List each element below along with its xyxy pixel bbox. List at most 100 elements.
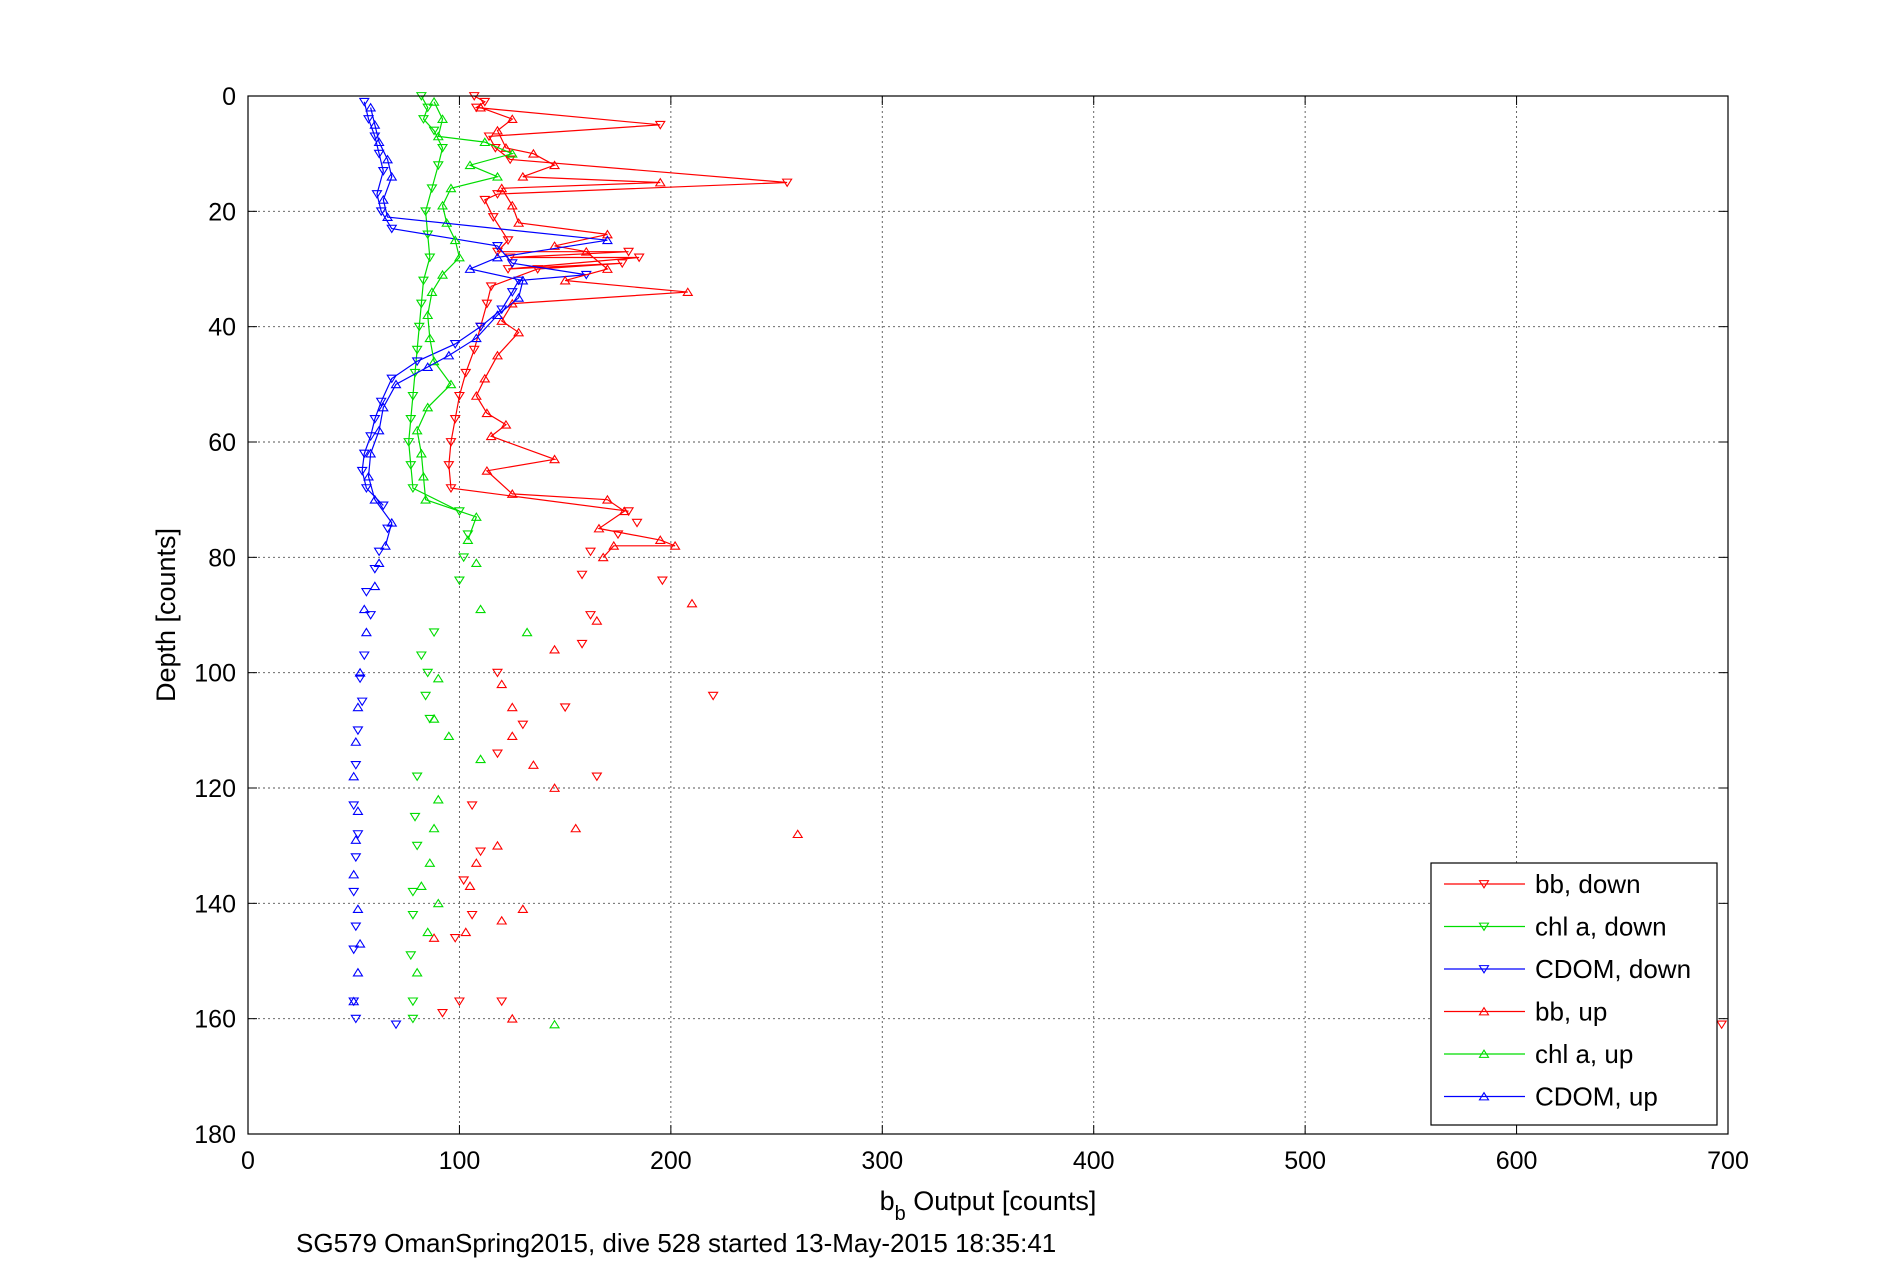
- data-point: [506, 1013, 518, 1023]
- data-point: [365, 432, 377, 442]
- data-point: [373, 149, 385, 159]
- data-point: [479, 97, 491, 107]
- data-point: [601, 229, 613, 239]
- data-point: [549, 241, 561, 250]
- data-point: [437, 269, 449, 279]
- series-line: [475, 106, 688, 558]
- data-point: [591, 615, 603, 625]
- data-point: [371, 190, 383, 199]
- data-point: [358, 604, 370, 614]
- data-point: [549, 160, 561, 170]
- y-tick-label: 40: [208, 314, 236, 342]
- data-point: [350, 922, 362, 932]
- data-point: [466, 910, 478, 920]
- data-point: [491, 125, 503, 135]
- data-point: [428, 933, 440, 942]
- series-layer: [348, 92, 1728, 1030]
- x-tick-label: 500: [1284, 1147, 1326, 1175]
- data-point: [475, 604, 487, 614]
- data-point: [356, 466, 368, 476]
- data-point: [513, 218, 525, 227]
- data-point: [580, 246, 592, 256]
- data-point: [618, 506, 630, 516]
- x-tick-label: 0: [241, 1147, 255, 1175]
- data-point: [365, 448, 377, 458]
- data-point: [527, 148, 539, 158]
- x-tick-label: 400: [1073, 1147, 1115, 1175]
- data-point: [432, 898, 444, 908]
- data-point: [424, 333, 436, 343]
- data-point: [475, 102, 487, 112]
- data-point: [369, 132, 381, 142]
- data-point: [464, 160, 476, 170]
- data-point: [506, 489, 518, 498]
- data-point: [350, 853, 362, 863]
- data-point: [420, 207, 432, 217]
- data-point: [443, 350, 455, 360]
- data-point: [409, 812, 421, 822]
- data-point: [373, 558, 385, 568]
- data-point: [350, 1014, 362, 1024]
- data-point: [417, 115, 429, 124]
- data-point: [437, 200, 449, 210]
- data-point: [426, 287, 438, 296]
- ticks: 0 100 200 300 400 500 600 700 0 20 40 60 80 100 120 140…: [194, 83, 1749, 1175]
- data-point: [358, 651, 370, 661]
- data-point: [411, 425, 423, 435]
- data-point: [428, 126, 440, 136]
- data-point: [428, 713, 440, 723]
- y-tick-label: 0: [222, 83, 236, 111]
- data-point: [475, 322, 487, 332]
- data-point: [601, 235, 613, 245]
- x-tick-label: 600: [1496, 1147, 1538, 1175]
- data-point: [348, 771, 360, 781]
- data-point: [458, 553, 470, 563]
- chart-caption: SG579 OmanSpring2015, dive 528 started 1…: [296, 1228, 1056, 1258]
- data-point: [411, 772, 423, 782]
- y-tick-label: 100: [194, 660, 236, 688]
- data-point: [405, 415, 417, 424]
- data-point: [496, 183, 508, 193]
- data-point: [513, 327, 525, 337]
- data-point: [559, 275, 571, 285]
- data-point: [354, 674, 366, 684]
- data-point: [432, 161, 444, 171]
- data-point: [616, 259, 628, 269]
- y-tick-label: 120: [194, 775, 236, 803]
- data-point: [411, 967, 423, 977]
- data-point: [415, 881, 427, 890]
- data-point: [466, 801, 478, 811]
- data-point: [432, 673, 444, 683]
- data-point: [527, 760, 539, 769]
- data-point: [407, 1014, 419, 1024]
- data-point: [369, 581, 381, 591]
- data-point: [348, 945, 360, 955]
- data-point: [449, 415, 461, 424]
- data-point: [631, 518, 643, 528]
- data-point: [481, 299, 493, 309]
- data-point: [549, 783, 561, 792]
- y-tick-label: 160: [194, 1006, 236, 1034]
- data-point: [354, 667, 366, 677]
- data-point: [382, 212, 394, 222]
- data-point: [591, 772, 603, 782]
- data-point: [460, 927, 472, 937]
- data-point: [411, 357, 423, 367]
- data-point: [504, 155, 516, 165]
- x-axis-label-base: b: [880, 1186, 895, 1216]
- data-point: [502, 265, 514, 274]
- data-point: [358, 449, 370, 459]
- data-point: [417, 471, 429, 481]
- y-tick-label: 180: [194, 1121, 236, 1149]
- data-point: [386, 517, 398, 527]
- data-point: [443, 461, 455, 470]
- data-point: [485, 431, 497, 441]
- data-point: [348, 869, 360, 879]
- data-point: [491, 242, 503, 251]
- data-point: [369, 494, 381, 504]
- x-tick-label: 100: [439, 1147, 481, 1175]
- legend-box: [1430, 862, 1718, 1126]
- data-point: [491, 310, 503, 320]
- data-point: [405, 461, 417, 470]
